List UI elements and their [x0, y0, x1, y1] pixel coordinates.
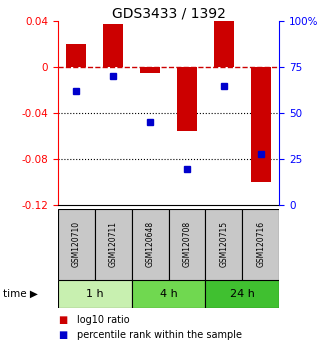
Bar [251, 67, 271, 182]
Bar [103, 23, 123, 67]
Bar [132, 209, 169, 280]
Text: GSM120715: GSM120715 [219, 221, 229, 267]
Bar [169, 209, 205, 280]
Text: 4 h: 4 h [160, 289, 178, 299]
Text: GSM120710: GSM120710 [72, 221, 81, 267]
Bar [58, 280, 132, 308]
Text: 1 h: 1 h [86, 289, 103, 299]
Bar [132, 280, 205, 308]
Bar [205, 209, 242, 280]
Bar [177, 67, 197, 131]
Text: GSM120716: GSM120716 [256, 221, 265, 267]
Bar [214, 21, 234, 67]
Text: GSM120648: GSM120648 [145, 221, 155, 267]
Text: ■: ■ [58, 330, 67, 339]
Bar [95, 209, 132, 280]
Bar [242, 209, 279, 280]
Text: time ▶: time ▶ [3, 289, 38, 299]
Bar [66, 44, 86, 67]
Text: 24 h: 24 h [230, 289, 255, 299]
Title: GDS3433 / 1392: GDS3433 / 1392 [112, 6, 225, 20]
Text: ■: ■ [58, 315, 67, 325]
Text: GSM120708: GSM120708 [182, 221, 192, 267]
Bar [58, 209, 95, 280]
Text: percentile rank within the sample: percentile rank within the sample [77, 330, 242, 339]
Bar [140, 67, 160, 73]
Text: GSM120711: GSM120711 [108, 221, 118, 267]
Bar [205, 280, 279, 308]
Text: log10 ratio: log10 ratio [77, 315, 130, 325]
